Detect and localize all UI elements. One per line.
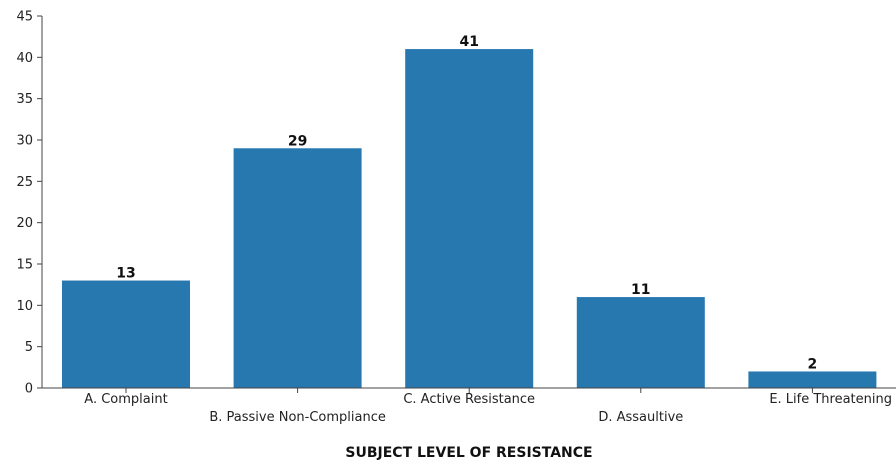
x-axis: A. Complaint B. Passive Non-Compliance C. … bbox=[42, 387, 896, 425]
x-tick-label: B. Passive Non-Compliance bbox=[209, 410, 386, 425]
data-label: 11 bbox=[631, 282, 650, 298]
bars: 13 29 41 11 2 bbox=[62, 34, 877, 389]
x-tick-label: A. Complaint bbox=[84, 392, 167, 407]
bar bbox=[748, 371, 877, 388]
bar bbox=[62, 280, 190, 388]
y-tick-label: 10 bbox=[16, 299, 33, 314]
data-label: 13 bbox=[116, 266, 135, 282]
y-tick-label: 5 bbox=[25, 340, 33, 355]
bar bbox=[405, 49, 534, 389]
y-axis: 0 5 10 15 20 25 30 35 40 45 bbox=[16, 10, 43, 397]
y-tick-label: 0 bbox=[25, 382, 33, 397]
data-label: 2 bbox=[808, 356, 818, 372]
bar bbox=[233, 148, 362, 388]
x-tick-label: C. Active Resistance bbox=[403, 392, 535, 407]
y-tick-label: 20 bbox=[16, 216, 33, 231]
x-tick-label: E. Life Threatening bbox=[769, 392, 892, 407]
y-tick-label: 25 bbox=[16, 175, 33, 190]
x-axis-title: SUBJECT LEVEL OF RESISTANCE bbox=[345, 445, 592, 461]
data-label: 29 bbox=[288, 133, 307, 149]
data-label: 41 bbox=[459, 34, 478, 50]
bar bbox=[576, 297, 705, 388]
y-tick-label: 15 bbox=[16, 258, 33, 273]
y-tick-label: 40 bbox=[16, 51, 33, 66]
y-tick-label: 45 bbox=[16, 10, 33, 25]
y-tick-label: 35 bbox=[16, 92, 33, 107]
y-tick-label: 30 bbox=[16, 134, 33, 149]
x-tick-label: D. Assaultive bbox=[598, 410, 683, 425]
